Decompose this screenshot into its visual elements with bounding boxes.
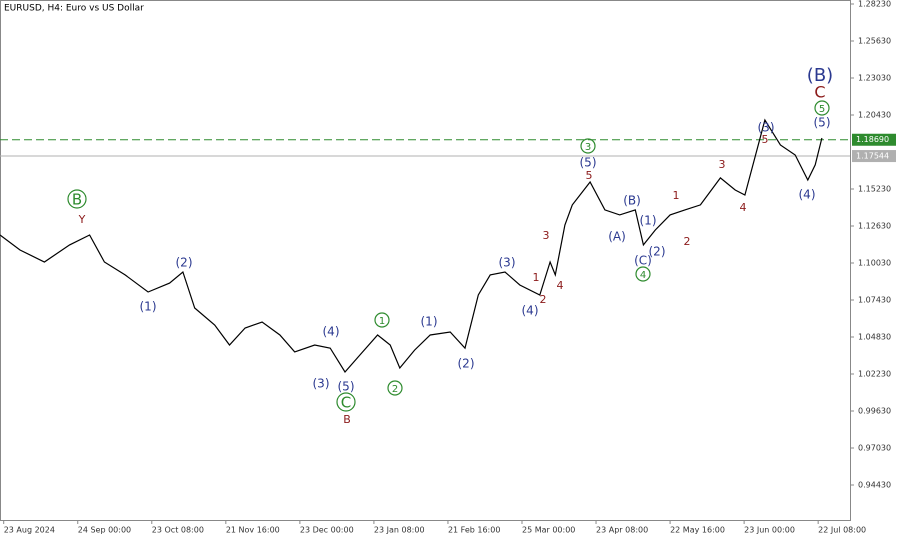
wave-label: 4 xyxy=(640,270,646,281)
wave-label: C xyxy=(814,83,825,102)
wave-circle xyxy=(387,380,403,396)
price-level-box xyxy=(852,150,896,163)
wave-label: (A) xyxy=(608,230,626,244)
wave-label: (5) xyxy=(338,380,355,394)
y-tick-label: 1.10030 xyxy=(858,258,891,267)
wave-circle xyxy=(67,189,87,209)
wave-label: 2 xyxy=(684,235,691,248)
wave-label: B xyxy=(343,413,351,426)
x-tick-label: 25 Mar 00:00 xyxy=(522,526,575,535)
wave-label: (1) xyxy=(640,214,657,228)
wave-label: C xyxy=(341,394,351,412)
wave-label: (1) xyxy=(421,315,438,329)
wave-label: (3) xyxy=(313,377,330,391)
wave-circle xyxy=(635,266,651,282)
y-tick-label: 1.28230 xyxy=(858,0,891,8)
wave-label: 1 xyxy=(533,271,540,284)
wave-label: (2) xyxy=(458,357,475,371)
y-tick-label: 1.25630 xyxy=(858,36,891,45)
x-tick-label: 22 May 16:00 xyxy=(670,526,725,535)
chart-title: EURUSD, H4: Euro vs US Dollar xyxy=(4,4,144,14)
x-tick-label: 23 Oct 08:00 xyxy=(152,526,204,535)
price-level-label: 1.17544 xyxy=(856,152,889,161)
plot-frame xyxy=(0,0,851,521)
wave-label: 4 xyxy=(557,279,564,292)
price-level-box xyxy=(852,133,896,146)
wave-label: B xyxy=(72,191,82,209)
price-line xyxy=(0,118,823,374)
y-tick-label: 1.23030 xyxy=(858,73,891,82)
x-tick-label: 21 Nov 16:00 xyxy=(226,526,280,535)
wave-label: 3 xyxy=(543,229,550,242)
y-tick-label: 1.02230 xyxy=(858,369,891,378)
wave-label: 1 xyxy=(379,316,385,327)
wave-label: Y xyxy=(78,213,86,226)
wave-label: (3) xyxy=(499,256,516,270)
y-tick-label: 1.15230 xyxy=(858,184,891,193)
x-tick-label: 23 Apr 08:00 xyxy=(596,526,648,535)
wave-label: (C) xyxy=(634,254,652,268)
x-tick-label: 21 Feb 16:00 xyxy=(448,526,500,535)
wave-label: (4) xyxy=(522,304,539,318)
x-tick-label: 23 Aug 2024 xyxy=(4,526,55,535)
x-tick-label: 23 Jun 00:00 xyxy=(744,526,795,535)
y-tick-label: 1.20430 xyxy=(858,110,891,119)
y-tick-label: 1.12630 xyxy=(858,221,891,230)
wave-label: 1 xyxy=(673,189,680,202)
wave-label: (1) xyxy=(140,300,157,314)
wave-label: 4 xyxy=(740,201,747,214)
wave-circle xyxy=(814,100,830,116)
wave-label: (3) xyxy=(758,121,775,135)
x-tick-label: 23 Dec 00:00 xyxy=(300,526,354,535)
wave-label: 5 xyxy=(586,169,593,182)
wave-label: (5) xyxy=(580,156,597,170)
wave-label: 5 xyxy=(819,104,825,115)
x-tick-label: 24 Sep 00:00 xyxy=(78,526,131,535)
x-tick-label: 22 Jul 08:00 xyxy=(818,526,866,535)
y-tick-label: 0.97030 xyxy=(858,443,891,452)
wave-label: (4) xyxy=(323,325,340,339)
wave-label: (B) xyxy=(623,194,641,208)
wave-label: 5 xyxy=(762,133,769,146)
wave-circle xyxy=(374,312,390,328)
wave-circle xyxy=(580,138,596,154)
y-tick-label: 1.07430 xyxy=(858,295,891,304)
x-tick-label: 23 Jan 08:00 xyxy=(374,526,425,535)
wave-label: (2) xyxy=(649,245,666,259)
wave-label: 3 xyxy=(585,142,591,153)
wave-label: (2) xyxy=(176,256,193,270)
wave-label: 3 xyxy=(719,158,726,171)
wave-label: 2 xyxy=(392,384,398,395)
wave-circle xyxy=(336,392,356,412)
wave-label: (B) xyxy=(807,65,833,86)
wave-label: 2 xyxy=(540,293,547,306)
wave-label: (4) xyxy=(799,188,816,202)
y-tick-label: 0.99630 xyxy=(858,406,891,415)
y-tick-label: 0.94430 xyxy=(858,480,891,489)
y-tick-label: 1.04830 xyxy=(858,332,891,341)
price-level-label: 1.18690 xyxy=(856,135,889,144)
wave-label: (5) xyxy=(814,116,831,130)
